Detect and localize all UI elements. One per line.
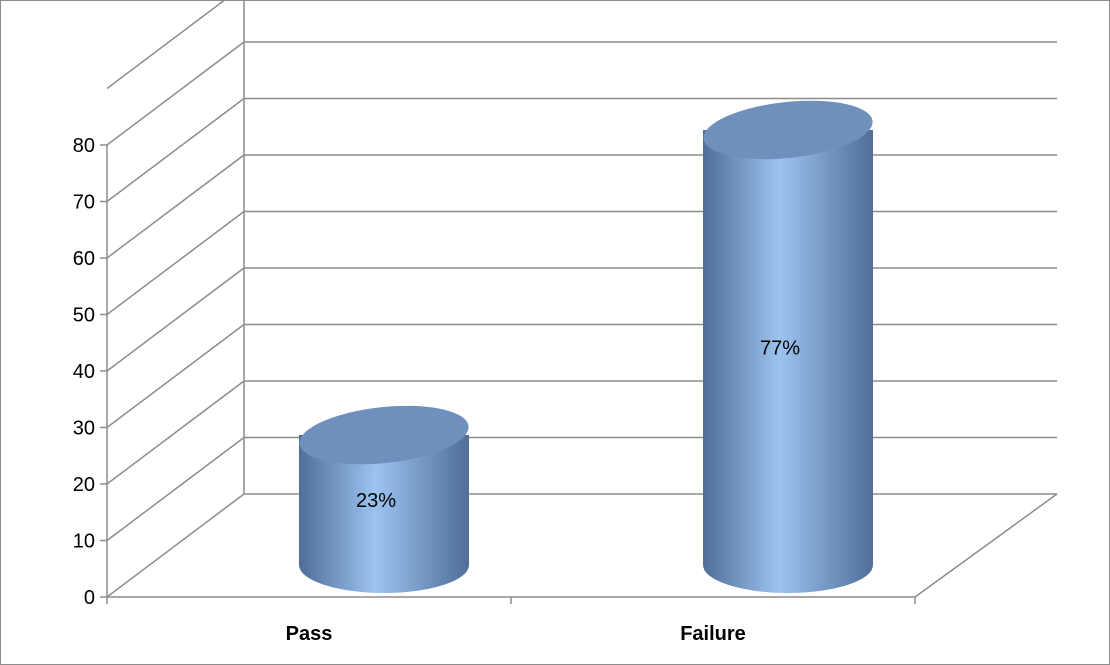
gridline-side: [106, 267, 245, 372]
chart-walls: [106, 0, 1058, 598]
y-tick-label: 10: [73, 531, 95, 553]
y-tick-label: 60: [73, 248, 95, 270]
y-tick-label: 70: [73, 192, 95, 214]
y-tick-label: 40: [73, 361, 95, 383]
bar-top: [703, 100, 873, 160]
gridline-side: [106, 0, 226, 90]
gridline-side: [106, 436, 245, 542]
x-tick-label: Failure: [680, 623, 746, 645]
gridline-side: [106, 210, 245, 316]
y-axis: 0 10 20 30 40 50 60 70 80: [73, 135, 108, 609]
bar-body: [299, 435, 469, 593]
y-tick-label: 20: [73, 474, 95, 496]
y-tick-label: 80: [73, 135, 95, 157]
x-tick-label: Pass: [286, 623, 333, 645]
gridline-side: [106, 154, 245, 259]
bar-top: [299, 405, 469, 465]
y-tick-label: 0: [84, 587, 95, 609]
gridline-side: [106, 380, 245, 485]
floor-edge-right: [914, 493, 1058, 598]
gridline-side: [106, 97, 245, 203]
gridline-side: [106, 323, 245, 429]
floor-edge-left: [106, 493, 245, 598]
y-tick-label: 50: [73, 305, 95, 327]
x-axis: Pass Failure: [106, 596, 916, 645]
y-tick-label: 30: [73, 418, 95, 440]
data-label: 77%: [760, 337, 800, 359]
data-label: 23%: [356, 490, 396, 512]
bar-failure: 77%: [703, 100, 873, 593]
bar-series: 23% 77%: [299, 100, 873, 593]
gridline-side: [106, 41, 245, 146]
bar-pass: 23%: [299, 405, 469, 593]
bar-body: [703, 129, 873, 593]
